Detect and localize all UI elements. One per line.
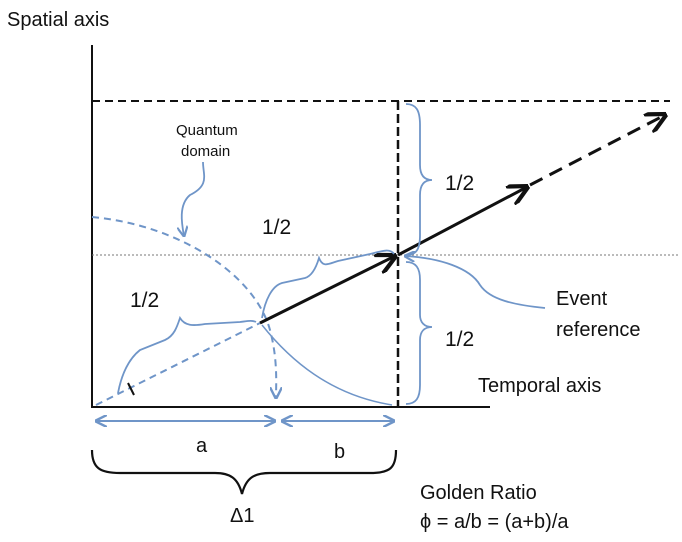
brace-lower-right bbox=[405, 261, 433, 405]
blue-curve-to-axis bbox=[261, 324, 393, 406]
event-reference-label-line2: reference bbox=[556, 319, 641, 341]
black-solid-vector bbox=[259, 256, 395, 325]
tick-mark bbox=[127, 382, 135, 396]
golden-ratio-formula: ϕ = a/b = (a+b)/a bbox=[420, 511, 569, 533]
black-vector-upper bbox=[397, 187, 527, 257]
quantum-domain-label-line1: Quantum bbox=[176, 122, 238, 139]
quantum-domain-arc bbox=[91, 216, 276, 398]
brace-delta bbox=[90, 449, 398, 495]
brace-middle bbox=[261, 249, 395, 319]
segment-b-label: b bbox=[334, 441, 345, 463]
half-label-upper-right: 1/2 bbox=[445, 172, 474, 195]
segment-a-label: a bbox=[196, 435, 208, 457]
event-reference-pointer bbox=[405, 256, 546, 309]
quantum-domain-label-line2: domain bbox=[181, 143, 230, 160]
temporal-axis-label: Temporal axis bbox=[478, 375, 601, 397]
blue-dashed-vector bbox=[95, 322, 261, 406]
black-dashed-vector bbox=[529, 115, 665, 187]
brace-left bbox=[117, 315, 257, 394]
half-label-left: 1/2 bbox=[130, 289, 159, 312]
event-reference-label-line1: Event bbox=[556, 288, 608, 310]
spatial-axis-label: Spatial axis bbox=[7, 9, 109, 31]
half-label-middle: 1/2 bbox=[262, 216, 291, 239]
half-label-lower-right: 1/2 bbox=[445, 328, 474, 351]
golden-ratio-title: Golden Ratio bbox=[420, 482, 537, 504]
delta-label: Δ1 bbox=[230, 505, 254, 527]
brace-upper-right bbox=[405, 103, 433, 256]
quantum-domain-pointer bbox=[182, 161, 206, 236]
